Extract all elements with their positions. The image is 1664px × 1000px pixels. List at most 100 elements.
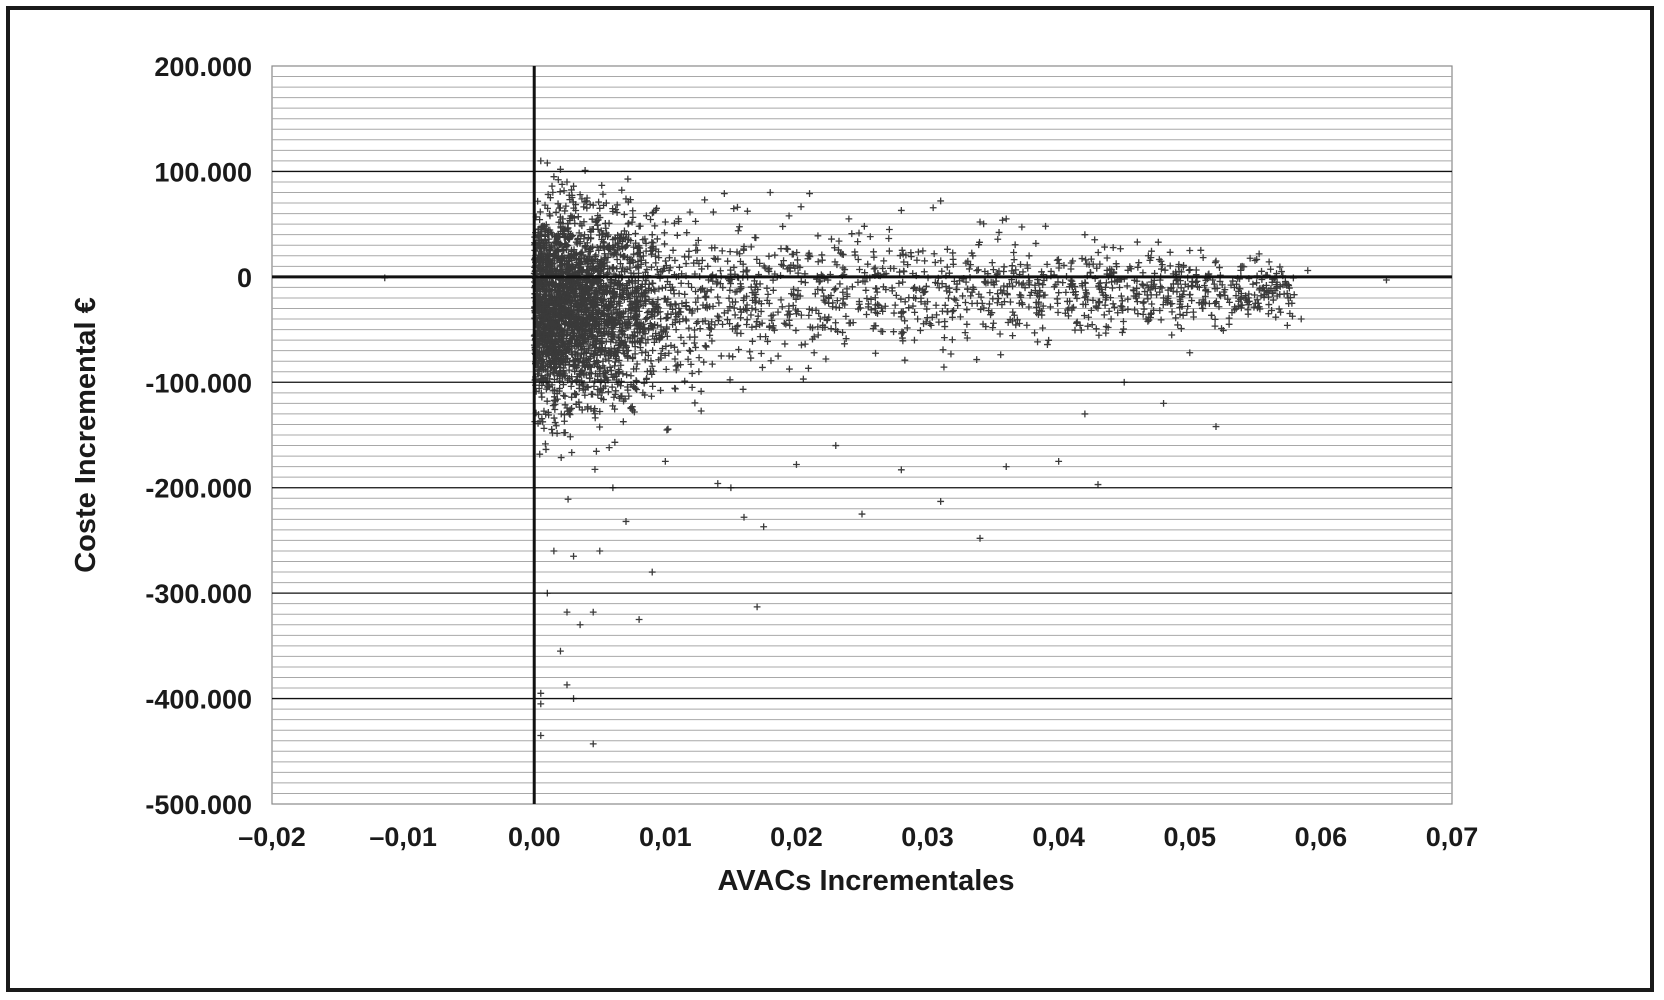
data-point [994, 235, 1002, 243]
data-point [843, 292, 851, 300]
data-point [571, 299, 579, 307]
data-point [1286, 310, 1294, 317]
data-point [1087, 306, 1095, 314]
data-point [862, 286, 870, 294]
data-point [919, 247, 927, 255]
data-point [604, 331, 612, 339]
data-point [621, 243, 629, 251]
data-point [572, 286, 580, 293]
data-point [1265, 310, 1272, 318]
data-point [554, 200, 562, 208]
data-point [1012, 321, 1020, 329]
data-point [709, 277, 717, 285]
data-point [1195, 283, 1203, 291]
data-point [839, 264, 847, 272]
data-point [627, 404, 635, 412]
data-point [694, 294, 702, 302]
data-point [753, 603, 761, 611]
data-point [1177, 325, 1185, 332]
data-point [576, 267, 584, 275]
data-point [577, 249, 585, 257]
data-point [551, 419, 559, 426]
data-point [557, 410, 565, 418]
data-point [786, 267, 794, 275]
data-point [562, 202, 570, 210]
data-point [638, 256, 645, 264]
data-point [578, 258, 586, 266]
data-point [963, 306, 971, 314]
data-point [564, 242, 572, 249]
data-point [560, 392, 567, 399]
data-point [1117, 245, 1124, 253]
data-point [1290, 291, 1298, 299]
data-point [612, 206, 620, 213]
data-point [535, 411, 542, 418]
data-point [792, 327, 800, 334]
data-point [652, 259, 660, 267]
data-point [548, 290, 555, 298]
data-point [534, 299, 542, 307]
data-point [594, 279, 602, 287]
data-point [1063, 298, 1071, 305]
data-point [569, 264, 577, 272]
data-point [620, 296, 628, 303]
data-point [610, 393, 618, 401]
data-point [1263, 288, 1271, 296]
data-point [885, 247, 893, 255]
data-point [632, 312, 640, 320]
data-point [1040, 291, 1048, 299]
data-point [703, 287, 711, 295]
data-point [927, 321, 935, 329]
data-point [692, 344, 699, 351]
data-point [657, 315, 665, 323]
data-point [541, 361, 549, 369]
data-point [1160, 399, 1167, 407]
data-point [627, 372, 635, 380]
data-point [1095, 282, 1102, 290]
data-point [714, 312, 721, 320]
data-point [1244, 298, 1251, 306]
data-point [698, 265, 706, 273]
data-point [596, 287, 604, 295]
data-point [935, 284, 943, 292]
data-point [1102, 323, 1110, 330]
data-point [561, 429, 569, 437]
data-point [913, 256, 921, 264]
data-point [639, 252, 647, 260]
data-point [1164, 292, 1172, 300]
data-point [575, 331, 583, 339]
data-point [609, 205, 617, 213]
data-point [831, 244, 838, 252]
data-point [825, 313, 833, 321]
data-point [566, 196, 574, 204]
data-point [901, 317, 909, 325]
data-point [570, 204, 578, 212]
data-point [1253, 296, 1261, 304]
data-point [611, 405, 619, 413]
data-point [662, 342, 670, 350]
data-point [596, 367, 604, 375]
data-point [1068, 304, 1076, 312]
data-point [551, 341, 559, 348]
data-point [1144, 317, 1152, 325]
data-point [754, 312, 762, 320]
data-point [591, 255, 599, 263]
data-point [1176, 311, 1184, 318]
data-point [669, 246, 677, 254]
data-point [635, 249, 643, 256]
data-point [968, 288, 976, 296]
data-point [1157, 283, 1164, 291]
data-point [1116, 284, 1123, 291]
data-point [1212, 257, 1220, 265]
data-point [624, 293, 632, 301]
data-point [1177, 284, 1185, 292]
data-point [652, 206, 660, 214]
data-point [977, 306, 985, 313]
data-point [534, 226, 542, 233]
data-point [815, 278, 823, 286]
data-point [1054, 299, 1061, 307]
data-point [701, 317, 709, 325]
data-point [706, 331, 714, 339]
data-point [648, 231, 656, 239]
data-point [1031, 329, 1038, 337]
